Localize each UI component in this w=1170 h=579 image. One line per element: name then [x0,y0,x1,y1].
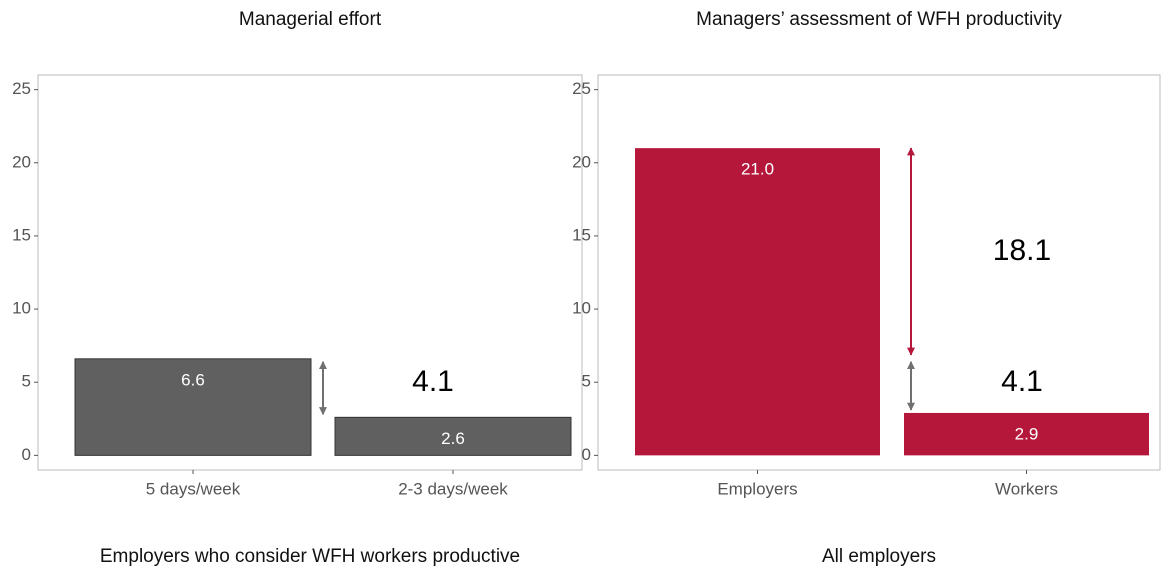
chart-title: Managerial effort [239,9,382,30]
bar [904,412,1149,456]
value-label: 2.6 [441,429,465,448]
bar [334,416,572,456]
x-tick-label: 5 days/week [146,479,241,498]
annotation: 18.1 [993,234,1051,267]
annotation: 4.1 [412,365,454,398]
y-tick-label: 25 [572,79,591,98]
bar [74,358,312,456]
y-tick-label: 0 [582,445,591,464]
y-tick-label: 5 [22,372,31,391]
y-tick-label: 15 [12,225,31,244]
caption: All employers [822,546,936,567]
y-tick-label: 0 [22,445,31,464]
value-label: 6.6 [181,370,205,389]
y-tick-label: 10 [12,299,31,318]
value-label: 21.0 [741,160,774,179]
x-tick-label: Employers [717,479,797,498]
chart-title: Managers’ assessment of WFH productivity [696,9,1062,30]
y-tick-label: 25 [12,79,31,98]
panel [37,74,583,471]
panel [597,74,1161,471]
x-tick-label: Workers [995,479,1058,498]
y-tick-label: 20 [572,152,591,171]
caption: Employers who consider WFH workers produ… [100,546,520,567]
value-label: 2.9 [1015,424,1039,443]
x-tick-label: 2-3 days/week [398,479,508,498]
y-tick-label: 10 [572,299,591,318]
y-tick-label: 15 [572,225,591,244]
y-tick-label: 20 [12,152,31,171]
bar [635,148,880,456]
y-tick-label: 5 [582,372,591,391]
annotation: 4.1 [1001,365,1043,398]
